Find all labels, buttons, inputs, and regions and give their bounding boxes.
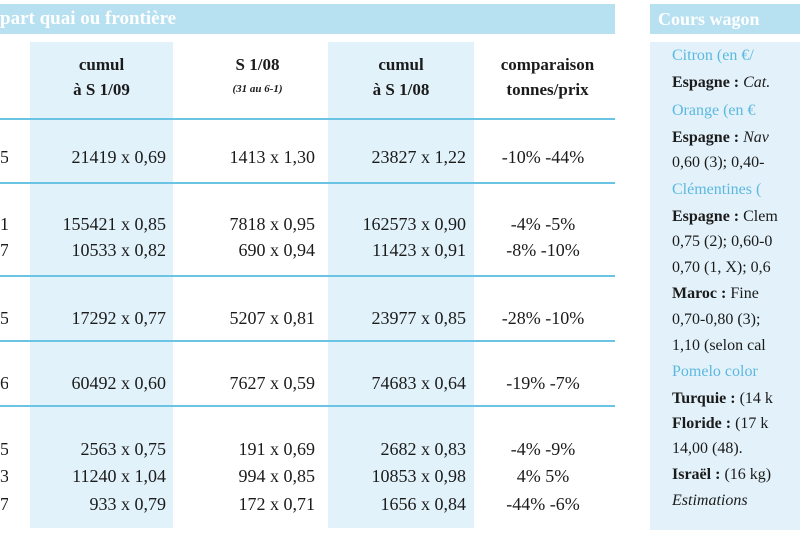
table-rule	[0, 275, 615, 277]
right-line-text: Estimations	[672, 492, 748, 509]
table-cell: 4% 5%	[516, 466, 570, 486]
right-line-bold: Espagne :	[672, 129, 740, 146]
column-header-line1: comparaison	[500, 55, 595, 74]
right-heading-orange: Orange (en €	[672, 102, 756, 119]
table-cell: 7627 x 0,59	[229, 373, 316, 393]
table-cell: 10853 x 0,98	[371, 466, 467, 486]
right-line: Maroc : Fine	[672, 284, 800, 304]
right-line-bold: Espagne :	[672, 74, 740, 91]
row-label-fragment: 5	[0, 439, 8, 459]
right-heading-citron: Citron (en €/	[672, 47, 754, 64]
right-line-text: (14 k	[735, 390, 773, 407]
table-cell: 5207 x 0,81	[229, 308, 316, 328]
column-header-line2: à S 1/09	[73, 80, 130, 99]
column-highlight-cumul-08	[328, 42, 474, 528]
table-cell: -28% -10%	[501, 308, 585, 328]
right-line-bold: Turquie :	[672, 390, 736, 407]
row-label-fragment: 5	[0, 308, 8, 328]
right-panel-body	[650, 42, 800, 530]
table-cell: -4% -9%	[510, 439, 576, 459]
table-cell: -44% -6%	[506, 494, 580, 514]
right-panel-title: Cours wagon	[658, 9, 760, 29]
right-line: Turquie : (14 k	[672, 389, 800, 409]
table-cell: 11240 x 1,04	[72, 466, 166, 486]
row-label-fragment: 3	[0, 466, 8, 486]
row-label-fragment: 5	[0, 147, 8, 167]
right-line: Floride : (17 k	[672, 414, 800, 434]
table-cell: 690 x 0,94	[238, 240, 316, 260]
table-cell: 162573 x 0,90	[362, 214, 467, 234]
column-header-line2: à S 1/08	[372, 80, 430, 99]
right-line-text: Clem	[739, 208, 778, 225]
right-line-text: (17 k	[731, 415, 769, 432]
right-line: 0,60 (3); 0,40-	[672, 154, 765, 171]
table-cell: 172 x 0,71	[238, 494, 316, 514]
column-header-cumul-09: cumul à S 1/09	[30, 52, 173, 102]
left-table-header-bar	[0, 4, 615, 34]
table-rule	[0, 340, 615, 342]
column-header-sub: (31 au 6-1)	[232, 83, 283, 95]
column-header-s1-08: S 1/08 (31 au 6-1)	[190, 52, 325, 102]
right-line: 0,75 (2); 0,60-0	[672, 233, 773, 250]
row-label-fragment: 7	[0, 494, 8, 514]
left-table-title: part quai ou frontière	[0, 8, 177, 29]
table-cell: 2563 x 0,75	[80, 439, 167, 459]
right-line-bold: Israël :	[672, 466, 721, 483]
right-line: Israël : (16 kg)	[672, 465, 800, 485]
table-cell: 2682 x 0,83	[380, 439, 467, 459]
table-cell: 7818 x 0,95	[229, 214, 316, 234]
table-cell: 10533 x 0,82	[71, 240, 167, 260]
table-cell: 23977 x 0,85	[371, 308, 467, 328]
table-rule	[0, 405, 615, 407]
table-cell: 1413 x 1,30	[229, 147, 316, 167]
column-header-cumul-08: cumul à S 1/08	[328, 52, 474, 102]
right-line-estimations: Estimations	[672, 491, 800, 511]
column-header-comparaison: comparaison tonnes/prix	[480, 52, 615, 102]
column-highlight-cumul-09	[30, 42, 173, 528]
table-cell: 1656 x 0,84	[380, 494, 467, 514]
right-line-text: Fine	[726, 285, 759, 302]
right-line-bold: Maroc :	[672, 285, 727, 302]
table-rule	[0, 182, 615, 184]
right-line-text: Cat.	[739, 74, 771, 91]
table-cell: -4% -5%	[510, 214, 576, 234]
table-cell: -10% -44%	[501, 147, 585, 167]
column-header-line1: cumul	[78, 55, 125, 74]
table-cell: 74683 x 0,64	[371, 373, 467, 393]
right-panel-header-bar	[650, 4, 800, 34]
table-cell: 23827 x 1,22	[371, 147, 467, 167]
column-header-line2: tonnes/prix	[506, 80, 589, 99]
right-line: Espagne : Cat.	[672, 73, 800, 93]
right-line-bold: Floride :	[672, 415, 732, 432]
table-cell: 17292 x 0,77	[71, 308, 167, 328]
row-label-fragment: 6	[0, 373, 8, 393]
right-line-text: (16 kg)	[720, 466, 772, 483]
right-line: 1,10 (selon cal	[672, 337, 766, 354]
right-heading-clementines: Clémentines (	[672, 181, 762, 198]
table-cell: 994 x 0,85	[238, 466, 316, 486]
table-cell: -19% -7%	[506, 373, 580, 393]
table-cell: 21419 x 0,69	[71, 147, 167, 167]
column-header-line1: S 1/08	[235, 55, 280, 74]
table-rule	[0, 118, 615, 120]
right-heading-pomelo: Pomelo color	[672, 363, 758, 380]
right-line: 14,00 (48).	[672, 440, 743, 457]
right-line-bold: Espagne :	[672, 208, 740, 225]
table-cell: 191 x 0,69	[238, 439, 316, 459]
table-cell: 933 x 0,79	[89, 494, 167, 514]
table-cell: -8% -10%	[506, 240, 580, 260]
table-cell: 11423 x 0,91	[372, 240, 466, 260]
row-label-fragment: 1	[0, 214, 8, 234]
right-line: Espagne : Nav	[672, 128, 800, 148]
row-label-fragment: 7	[0, 240, 8, 260]
right-line: 0,70 (1, X); 0,6	[672, 259, 771, 276]
right-line: Espagne : Clem	[672, 207, 800, 227]
table-cell: 155421 x 0,85	[62, 214, 167, 234]
right-line-text: Nav	[739, 129, 769, 146]
right-line: 0,70-0,80 (3);	[672, 311, 761, 328]
table-cell: 60492 x 0,60	[71, 373, 167, 393]
column-header-line1: cumul	[378, 55, 424, 74]
